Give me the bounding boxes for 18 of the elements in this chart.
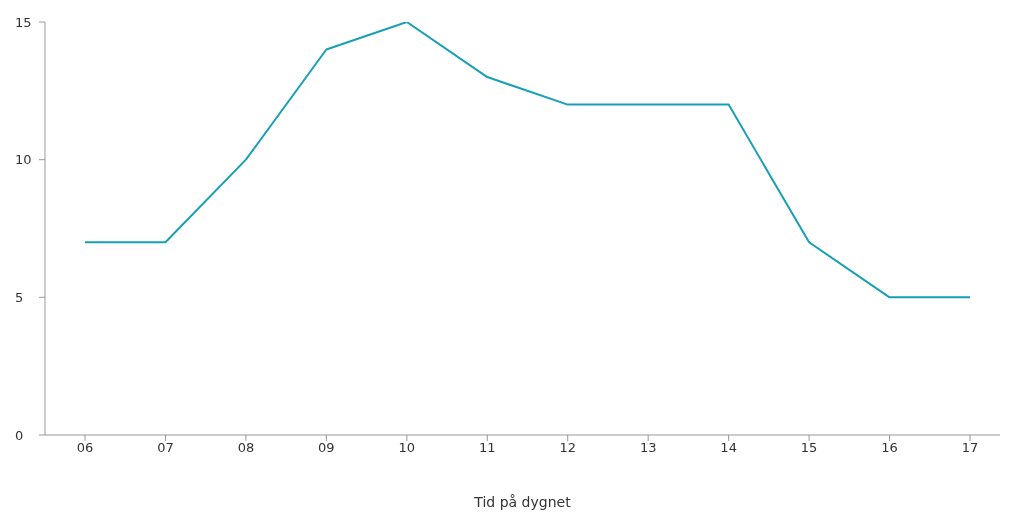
- x-tick-label: 12: [559, 440, 576, 456]
- x-axis-title: Tid på dygnet: [473, 494, 572, 510]
- x-tick-label: 06: [76, 440, 94, 456]
- x-tick-label: 08: [237, 440, 255, 456]
- y-tick-label: 15: [15, 14, 32, 30]
- y-tick-label: 10: [15, 152, 32, 168]
- x-tick-label: 13: [639, 440, 657, 456]
- y-tick-label: 5: [15, 289, 24, 305]
- x-tick-label: 10: [398, 440, 416, 456]
- x-tick-label: 14: [720, 440, 737, 456]
- x-tick-label: 07: [157, 440, 174, 456]
- x-tick-label: 17: [961, 440, 979, 456]
- x-tick-label: 11: [479, 440, 496, 456]
- x-tick-label: 15: [800, 440, 818, 456]
- x-tick-label: 09: [318, 440, 335, 456]
- y-tick-label: 0: [15, 427, 24, 443]
- x-tick-label: 16: [881, 440, 898, 456]
- line-series: [84, 22, 971, 299]
